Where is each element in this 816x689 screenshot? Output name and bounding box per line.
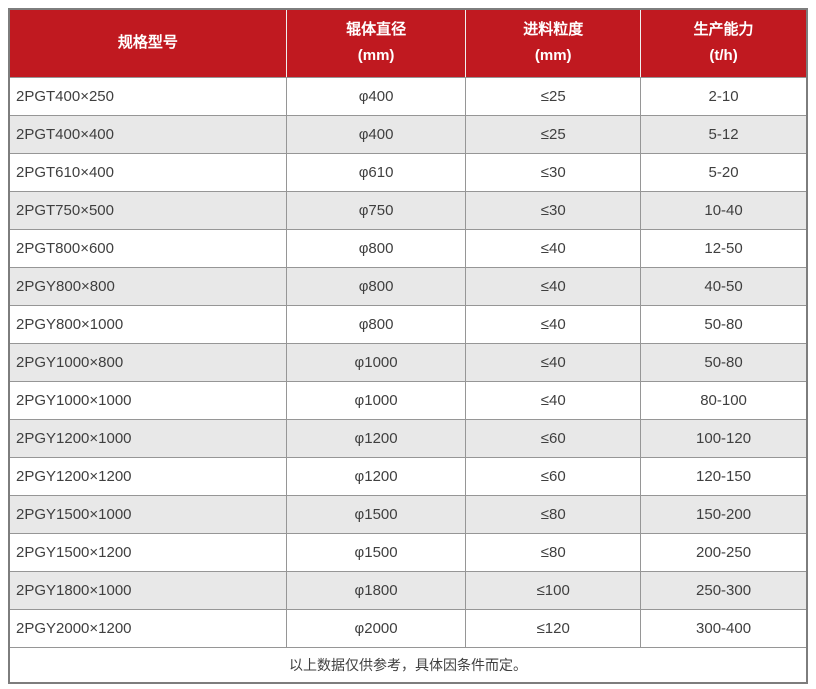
- table-row: 2PGT800×600 φ800 ≤40 12-50: [8, 228, 808, 268]
- cell-value: 120-150: [640, 456, 808, 496]
- table-row: 2PGT750×500 φ750 ≤30 10-40: [8, 190, 808, 230]
- cell-value: ≤30: [465, 152, 642, 192]
- footer-row: 以上数据仅供参考，具体因条件而定。: [8, 646, 808, 684]
- table-row: 2PGT400×400 φ400 ≤25 5-12: [8, 114, 808, 154]
- cell-value: φ1500: [285, 494, 467, 534]
- cell-value: φ1000: [285, 380, 467, 420]
- cell-model: 2PGT750×500: [8, 190, 287, 230]
- cell-value: 200-250: [640, 532, 808, 572]
- cell-model: 2PGY1800×1000: [8, 570, 287, 610]
- header-label: 生产能力: [693, 20, 754, 38]
- table-row: 2PGT610×400 φ610 ≤30 5-20: [8, 152, 808, 192]
- header-label: 进料粒度: [523, 20, 584, 38]
- table-row: 2PGY1200×1000 φ1200 ≤60 100-120: [8, 418, 808, 458]
- table-row: 2PGY1500×1000 φ1500 ≤80 150-200: [8, 494, 808, 534]
- cell-model: 2PGY800×800: [8, 266, 287, 306]
- cell-value: 10-40: [640, 190, 808, 230]
- header-unit: (mm): [357, 47, 395, 65]
- cell-value: ≤25: [465, 76, 642, 116]
- cell-value: ≤40: [465, 304, 642, 344]
- cell-value: φ1200: [285, 418, 467, 458]
- cell-model: 2PGY1000×800: [8, 342, 287, 382]
- table-row: 2PGY1800×1000 φ1800 ≤100 250-300: [8, 570, 808, 610]
- table-row: 2PGY1000×1000 φ1000 ≤40 80-100: [8, 380, 808, 420]
- cell-value: ≤25: [465, 114, 642, 154]
- cell-value: φ400: [285, 76, 467, 116]
- cell-model: 2PGY1200×1200: [8, 456, 287, 496]
- cell-value: 50-80: [640, 304, 808, 344]
- cell-model: 2PGT400×400: [8, 114, 287, 154]
- cell-value: ≤40: [465, 266, 642, 306]
- cell-model: 2PGY1200×1000: [8, 418, 287, 458]
- cell-value: ≤80: [465, 494, 642, 534]
- table-row: 2PGY1500×1200 φ1500 ≤80 200-250: [8, 532, 808, 572]
- cell-model: 2PGY1000×1000: [8, 380, 287, 420]
- footer-note: 以上数据仅供参考，具体因条件而定。: [8, 646, 808, 684]
- header-unit: (mm): [534, 47, 572, 65]
- cell-value: ≤40: [465, 380, 642, 420]
- cell-value: φ1000: [285, 342, 467, 382]
- cell-value: 250-300: [640, 570, 808, 610]
- table-row: 2PGY2000×1200 φ2000 ≤120 300-400: [8, 608, 808, 648]
- cell-value: φ800: [285, 266, 467, 306]
- table-row: 2PGY1200×1200 φ1200 ≤60 120-150: [8, 456, 808, 496]
- cell-value: φ400: [285, 114, 467, 154]
- cell-value: ≤80: [465, 532, 642, 572]
- cell-value: φ800: [285, 304, 467, 344]
- cell-value: φ1500: [285, 532, 467, 572]
- cell-value: 40-50: [640, 266, 808, 306]
- cell-value: φ2000: [285, 608, 467, 648]
- cell-value: φ610: [285, 152, 467, 192]
- cell-model: 2PGY1500×1200: [8, 532, 287, 572]
- cell-value: ≤60: [465, 456, 642, 496]
- header-unit: (t/h): [709, 47, 738, 65]
- cell-model: 2PGT400×250: [8, 76, 287, 116]
- cell-model: 2PGT610×400: [8, 152, 287, 192]
- cell-value: 150-200: [640, 494, 808, 534]
- cell-value: 80-100: [640, 380, 808, 420]
- cell-value: 2-10: [640, 76, 808, 116]
- header-cell-feed-size: 进料粒度 (mm): [465, 8, 642, 78]
- header-label: 规格型号: [117, 33, 178, 51]
- cell-value: 5-12: [640, 114, 808, 154]
- header-cell-model: 规格型号: [8, 8, 287, 78]
- cell-value: φ1800: [285, 570, 467, 610]
- spec-table: 规格型号 辊体直径 (mm) 进料粒度 (mm) 生产能力 (t/h) 2PGT400×25…: [8, 8, 808, 684]
- header-label: 辊体直径: [346, 20, 407, 38]
- table-row: 2PGY1000×800 φ1000 ≤40 50-80: [8, 342, 808, 382]
- cell-value: φ1200: [285, 456, 467, 496]
- header-cell-capacity: 生产能力 (t/h): [640, 8, 808, 78]
- cell-value: 300-400: [640, 608, 808, 648]
- cell-model: 2PGY800×1000: [8, 304, 287, 344]
- cell-value: 12-50: [640, 228, 808, 268]
- cell-value: ≤100: [465, 570, 642, 610]
- cell-value: 50-80: [640, 342, 808, 382]
- cell-model: 2PGY2000×1200: [8, 608, 287, 648]
- cell-value: ≤60: [465, 418, 642, 458]
- cell-model: 2PGT800×600: [8, 228, 287, 268]
- cell-value: ≤120: [465, 608, 642, 648]
- cell-model: 2PGY1500×1000: [8, 494, 287, 534]
- cell-value: φ750: [285, 190, 467, 230]
- table-row: 2PGT400×250 φ400 ≤25 2-10: [8, 76, 808, 116]
- cell-value: φ800: [285, 228, 467, 268]
- header-row: 规格型号 辊体直径 (mm) 进料粒度 (mm) 生产能力 (t/h): [8, 8, 808, 78]
- cell-value: 100-120: [640, 418, 808, 458]
- cell-value: ≤30: [465, 190, 642, 230]
- cell-value: 5-20: [640, 152, 808, 192]
- spec-table-body: 2PGT400×250 φ400 ≤25 2-10 2PGT400×400 φ400 ≤25…: [8, 76, 808, 648]
- header-cell-roller-diameter: 辊体直径 (mm): [285, 8, 467, 78]
- cell-value: ≤40: [465, 228, 642, 268]
- table-row: 2PGY800×1000 φ800 ≤40 50-80: [8, 304, 808, 344]
- cell-value: ≤40: [465, 342, 642, 382]
- table-row: 2PGY800×800 φ800 ≤40 40-50: [8, 266, 808, 306]
